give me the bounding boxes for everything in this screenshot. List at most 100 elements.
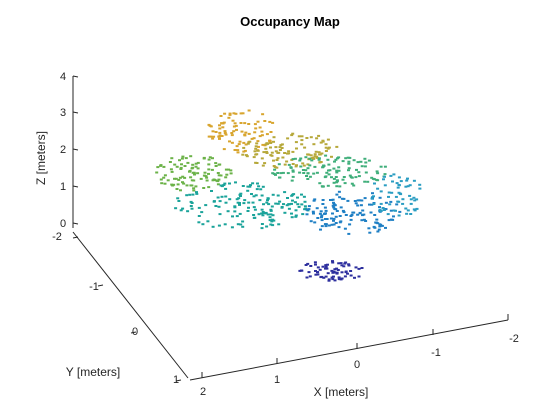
- voxel-point: [372, 203, 376, 205]
- voxel-point: [305, 276, 309, 279]
- voxel-point: [278, 200, 282, 203]
- voxel-point: [382, 178, 385, 181]
- voxel-point: [349, 176, 353, 179]
- voxel-point: [251, 201, 255, 204]
- voxel-point: [235, 128, 238, 131]
- voxel-point: [276, 172, 280, 174]
- voxel-point: [265, 133, 269, 136]
- voxel-point: [324, 154, 328, 157]
- voxel-point: [207, 163, 211, 166]
- voxel-point: [324, 209, 328, 212]
- voxel-point: [340, 271, 344, 274]
- voxel-point: [290, 202, 293, 205]
- voxel-point: [317, 151, 321, 154]
- voxel-point: [232, 125, 236, 128]
- voxel-point: [332, 181, 336, 184]
- voxel-point: [331, 212, 334, 215]
- voxel-point: [384, 226, 387, 229]
- voxel-point: [236, 149, 240, 152]
- voxel-point: [359, 204, 363, 207]
- voxel-point: [306, 153, 310, 156]
- voxel-point: [189, 176, 193, 179]
- voxel-point: [274, 150, 278, 153]
- voxel-point: [331, 204, 335, 207]
- voxel-point: [269, 208, 273, 211]
- voxel-point: [285, 204, 289, 207]
- voxel-point: [240, 130, 244, 133]
- voxel-point: [323, 176, 327, 179]
- voxel-point: [233, 205, 237, 208]
- voxel-point: [168, 161, 172, 163]
- voxel-point: [256, 149, 260, 152]
- voxel-point: [207, 123, 211, 126]
- voxel-point: [228, 182, 231, 185]
- voxel-point: [252, 156, 256, 159]
- x-axis-label: X [meters]: [314, 385, 369, 399]
- voxel-point: [318, 268, 322, 271]
- voxel-point: [225, 173, 229, 176]
- voxel-point: [302, 164, 306, 167]
- voxel-point: [216, 183, 220, 186]
- voxel-point: [337, 226, 341, 229]
- voxel-point: [332, 201, 335, 204]
- voxel-point: [255, 142, 259, 145]
- voxel-point: [389, 209, 393, 212]
- voxel-point: [209, 135, 213, 138]
- voxel-point: [367, 159, 371, 162]
- voxel-point: [188, 193, 192, 196]
- z-tick-mark: [72, 222, 79, 225]
- voxel-point: [396, 186, 400, 189]
- voxel-point: [320, 216, 323, 219]
- voxel-point: [361, 209, 365, 212]
- voxel-point: [234, 124, 238, 127]
- voxel-point: [375, 170, 379, 173]
- voxel-point: [326, 272, 330, 275]
- voxel-point: [313, 155, 317, 158]
- x-tick-label: -1: [431, 347, 441, 359]
- voxel-point: [269, 131, 273, 133]
- voxel-point: [233, 210, 237, 213]
- voxel-point: [286, 152, 289, 155]
- voxel-point: [347, 167, 351, 170]
- voxel-point: [210, 190, 213, 192]
- voxel-point: [334, 158, 338, 161]
- voxel-point: [220, 122, 224, 125]
- voxel-point: [300, 139, 304, 142]
- voxel-point: [289, 166, 293, 169]
- voxel-point: [336, 157, 339, 160]
- y-tick-mark: [130, 331, 137, 334]
- voxel-point: [275, 159, 279, 161]
- voxel-point: [236, 223, 240, 226]
- x-tick-label: 2: [200, 386, 206, 398]
- voxel-point: [401, 198, 405, 201]
- voxel-point: [258, 126, 262, 129]
- voxel-point: [278, 149, 282, 151]
- voxel-point: [261, 143, 265, 146]
- voxel-point: [267, 203, 271, 206]
- voxel-point: [319, 210, 323, 213]
- voxel-point: [235, 215, 239, 218]
- voxel-point: [222, 184, 226, 186]
- voxel-point: [271, 218, 275, 221]
- voxel-point: [315, 156, 319, 159]
- voxel-point: [301, 162, 305, 165]
- voxel-point: [256, 140, 260, 143]
- voxel-point: [332, 219, 335, 222]
- voxel-point: [313, 153, 317, 156]
- voxel-point: [404, 207, 408, 210]
- voxel-point: [318, 161, 322, 164]
- voxel-point: [211, 225, 215, 228]
- voxel-point: [405, 212, 409, 215]
- voxel-point: [363, 180, 367, 183]
- voxel-point: [269, 209, 273, 212]
- voxel-point: [327, 279, 331, 282]
- voxel-point: [159, 164, 163, 167]
- voxel-point: [359, 160, 363, 163]
- voxel-point: [382, 209, 386, 211]
- voxel-point: [310, 159, 314, 162]
- voxel-point: [296, 203, 300, 206]
- voxel-point: [343, 262, 347, 265]
- voxel-point: [370, 176, 374, 179]
- voxel-point: [334, 222, 338, 224]
